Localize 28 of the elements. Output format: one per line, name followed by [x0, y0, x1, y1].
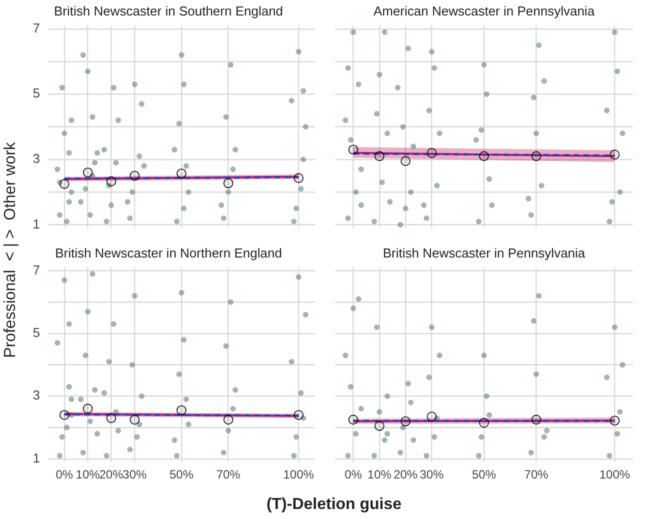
- x-tick-label: 30%: [122, 468, 147, 482]
- x-tick-label: 20%: [99, 468, 124, 482]
- x-tick-label: 50%: [472, 468, 496, 482]
- y-axis-title: Professional < | > Other work: [2, 142, 20, 358]
- x-tick-label: 20%: [394, 468, 418, 482]
- y-tick-label: 5: [32, 86, 40, 101]
- x-tick-label: 30%: [420, 468, 444, 482]
- x-tick-label: 70%: [216, 468, 241, 482]
- y-tick-label: 7: [32, 262, 40, 278]
- y-tick-label: 5: [32, 325, 40, 340]
- y-tick-label: 1: [32, 216, 40, 232]
- x-tick-label: 10%: [76, 468, 100, 482]
- x-tick-label: 0%: [56, 468, 74, 482]
- x-tick-label: 0%: [344, 468, 362, 482]
- x-tick-label: 70%: [524, 468, 549, 482]
- x-tick-label: 50%: [169, 468, 194, 482]
- x-tick-label: 100%: [283, 468, 314, 482]
- chart-title: American Newscaster in Pennsylvania: [373, 3, 596, 18]
- y-tick-label: 3: [32, 388, 40, 403]
- x-axis-title: (T)-Deletion guise: [265, 496, 403, 514]
- y-tick-label: 1: [32, 450, 40, 466]
- chart-title: British Newscaster in Pennsylvania: [382, 245, 586, 260]
- x-tick-label: 10%: [367, 468, 392, 482]
- chart-title: British Newscaster in Southern England: [54, 3, 284, 18]
- y-tick-label: 3: [32, 151, 40, 166]
- y-tick-label: 7: [32, 20, 40, 36]
- x-tick-label: 100%: [599, 468, 630, 482]
- chart-title: British Newscaster in Northern England: [55, 245, 282, 260]
